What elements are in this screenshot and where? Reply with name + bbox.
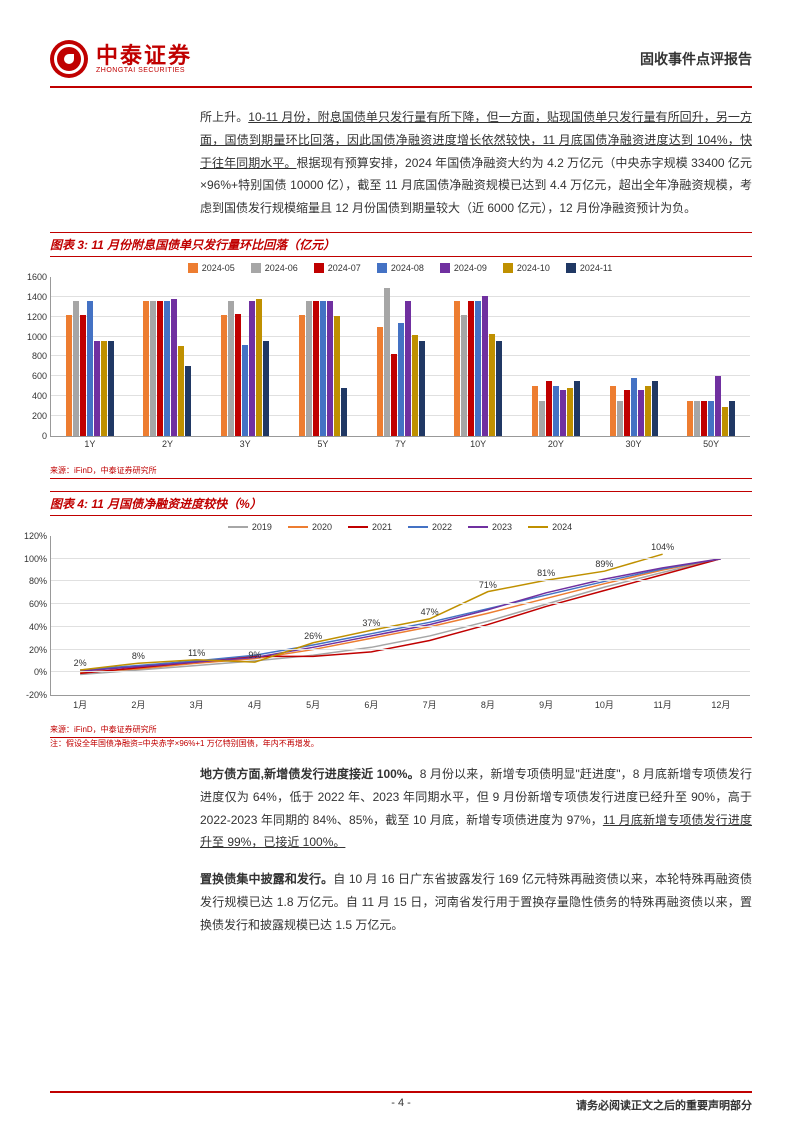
chart3-legend-item: 2024-10	[503, 263, 550, 273]
chart4-legend: 2019 2020 2021 2022 2023 2024	[50, 522, 750, 532]
page-header: 中泰证券 ZHONGTAI SECURITIES 固收事件点评报告	[50, 40, 752, 88]
chart3-legend-item: 2024-05	[188, 263, 235, 273]
chart4-legend-item: 2019	[228, 522, 272, 532]
chart3-source: 来源：iFinD，中泰证券研究所	[50, 465, 752, 479]
company-logo: 中泰证券 ZHONGTAI SECURITIES	[50, 40, 192, 78]
chart4-section: 图表 4: 11 月国债净融资进度较快（%） 20192020202120222…	[50, 491, 752, 749]
chart4-note: 注：假设全年国债净融资=中央赤字×96%+1 万亿特别国债，年内不再增发。	[50, 738, 752, 749]
logo-cn-text: 中泰证券	[96, 45, 192, 67]
chart4-title: 图表 4: 11 月国债净融资进度较快（%）	[50, 495, 752, 512]
footer-disclaimer: 请务必阅读正文之后的重要声明部分	[576, 1097, 752, 1113]
chart4-container: 2019 2020 2021 2022 2023 2024 -20%0%20%40%60%…	[50, 522, 750, 722]
chart4-legend-item: 2022	[408, 522, 452, 532]
page-number: - 4 -	[391, 1097, 411, 1109]
chart4-plot: -20%0%20%40%60%80%100%120%1月2月3月4月5月6月7月…	[50, 536, 750, 696]
paragraph-1: 地方债方面,新增债发行进度接近 100%。8 月份以来，新增专项债明显"赶进度"…	[200, 763, 752, 854]
chart3-legend-item: 2024-08	[377, 263, 424, 273]
logo-icon	[50, 40, 88, 78]
chart4-legend-item: 2023	[468, 522, 512, 532]
chart3-legend-item: 2024-07	[314, 263, 361, 273]
chart4-legend-item: 2021	[348, 522, 392, 532]
report-type-label: 固收事件点评报告	[640, 49, 752, 69]
chart3-legend: 2024-05 2024-06 2024-07 2024-08 2024-09 2024-…	[50, 263, 750, 273]
intro-paragraph: 所上升。10-11 月份，附息国债单只发行量有所下降，但一方面，贴现国债单只发行…	[200, 106, 752, 220]
para1-lead: 地方债方面,新增债发行进度接近 100%。	[200, 767, 420, 781]
chart4-legend-item: 2020	[288, 522, 332, 532]
chart3-legend-item: 2024-09	[440, 263, 487, 273]
paragraph-2: 置换债集中披露和发行。自 10 月 16 日广东省披露发行 169 亿元特殊再融…	[200, 868, 752, 936]
logo-en-text: ZHONGTAI SECURITIES	[96, 67, 192, 74]
chart3-title: 图表 3: 11 月份附息国债单只发行量环比回落（亿元）	[50, 236, 752, 253]
chart3-section: 图表 3: 11 月份附息国债单只发行量环比回落（亿元） 2024-052024…	[50, 232, 752, 479]
chart4-legend-item: 2024	[528, 522, 572, 532]
chart3-legend-item: 2024-06	[251, 263, 298, 273]
page-footer: - 4 - 请务必阅读正文之后的重要声明部分	[50, 1091, 752, 1113]
para2-lead: 置换债集中披露和发行。	[200, 872, 333, 886]
chart4-source: 来源：iFinD，中泰证券研究所	[50, 724, 752, 738]
chart3-container: 2024-05 2024-06 2024-07 2024-08 2024-09 2024-…	[50, 263, 750, 463]
chart3-legend-item: 2024-11	[566, 263, 612, 273]
chart3-plot: 020040060080010001200140016001Y2Y3Y5Y7Y1…	[50, 277, 750, 437]
intro-prefix: 所上升。	[200, 110, 248, 124]
